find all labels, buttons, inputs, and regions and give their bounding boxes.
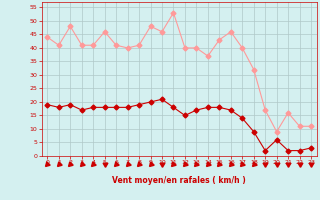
X-axis label: Vent moyen/en rafales ( km/h ): Vent moyen/en rafales ( km/h ) [112, 176, 246, 185]
